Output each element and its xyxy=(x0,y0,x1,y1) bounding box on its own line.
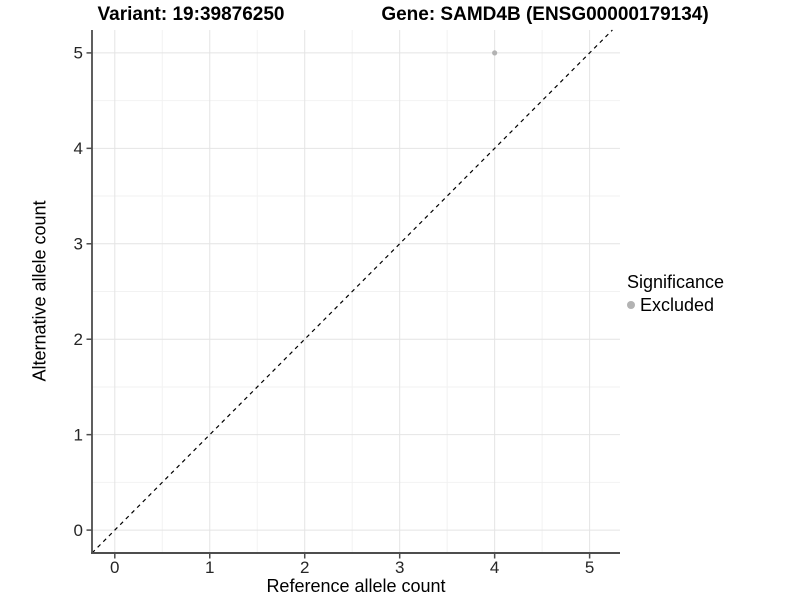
y-tick-label: 4 xyxy=(74,139,83,158)
x-tick-label: 2 xyxy=(300,558,309,577)
x-axis-title: Reference allele count xyxy=(266,576,446,596)
legend: Significance Excluded xyxy=(627,272,724,315)
legend-item-excluded: Excluded xyxy=(627,295,724,315)
gene-title: Gene: SAMD4B (ENSG00000179134) xyxy=(381,4,709,25)
variant-title: Variant: 19:39876250 xyxy=(97,4,285,25)
y-axis-title: Alternative allele count xyxy=(29,200,50,382)
y-tick-label: 3 xyxy=(74,235,83,254)
x-tick-label: 4 xyxy=(490,558,499,577)
legend-title: Significance xyxy=(627,272,725,292)
x-tick-label: 1 xyxy=(205,558,214,577)
data-point xyxy=(492,50,498,56)
y-tick-label: 0 xyxy=(74,521,83,540)
y-tick-label: 1 xyxy=(74,426,83,445)
legend-point-swatch xyxy=(627,301,635,309)
identity-reference-line xyxy=(91,29,613,554)
x-tick-label: 3 xyxy=(395,558,404,577)
legend-item-label: Excluded xyxy=(640,295,715,315)
y-tick-label: 2 xyxy=(74,330,83,349)
y-tick-label: 5 xyxy=(74,44,83,63)
x-tick-label: 5 xyxy=(585,558,594,577)
x-tick-label: 0 xyxy=(110,558,119,577)
